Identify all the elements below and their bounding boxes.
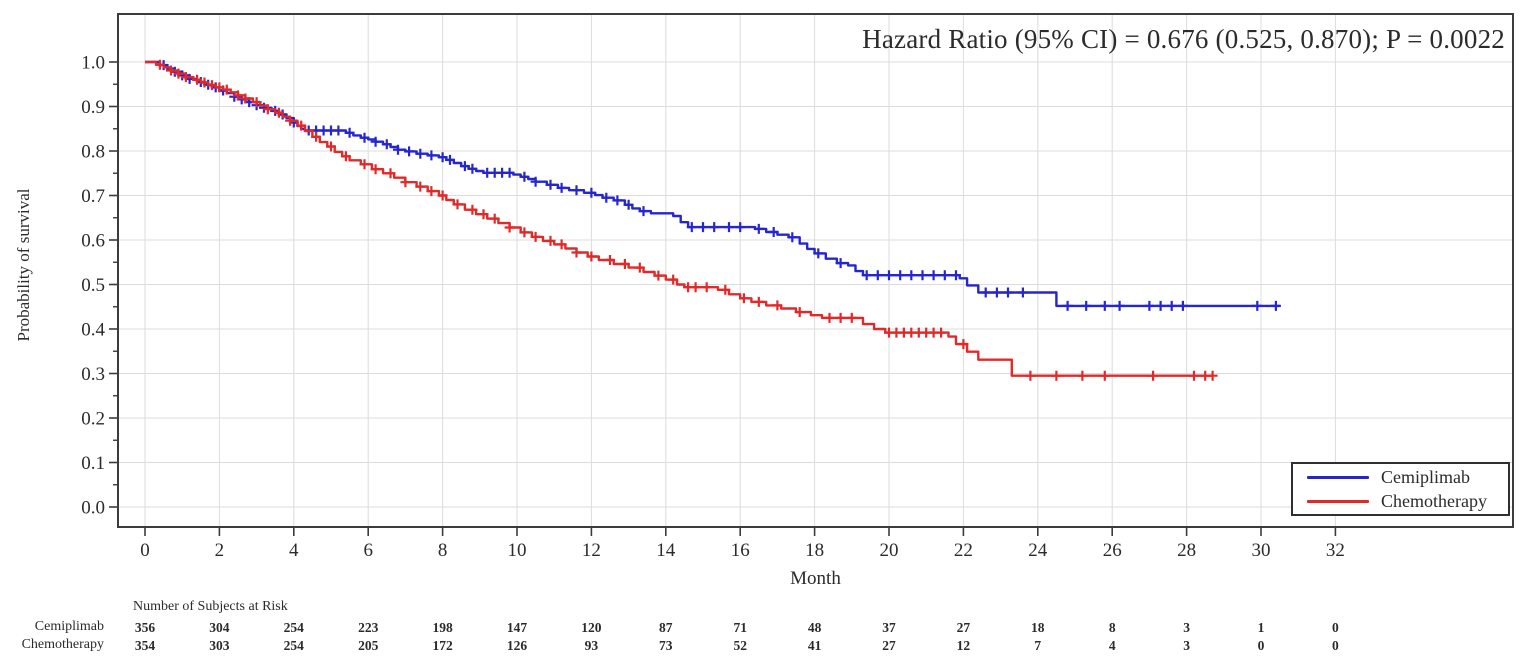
svg-text:12: 12 (582, 540, 601, 561)
svg-text:223: 223 (358, 620, 379, 635)
svg-text:0.4: 0.4 (81, 320, 105, 341)
svg-text:0: 0 (140, 540, 150, 561)
svg-text:12: 12 (957, 638, 971, 653)
svg-text:6: 6 (363, 540, 373, 561)
svg-text:10: 10 (508, 540, 527, 561)
svg-text:4: 4 (1109, 638, 1116, 653)
curve-chemotherapy (145, 59, 1218, 381)
svg-text:3: 3 (1183, 638, 1190, 653)
svg-text:0.5: 0.5 (81, 275, 105, 296)
svg-text:254: 254 (284, 620, 305, 635)
svg-text:93: 93 (585, 638, 599, 653)
x-axis: 0 2 4 6 8 10 12 14 16 18 20 22 24 26 28 30 32 (140, 527, 1345, 561)
legend-item-cemiplimab: Cemiplimab (1293, 467, 1508, 487)
plot-frame (117, 13, 1514, 528)
svg-text:30: 30 (1252, 540, 1271, 561)
risk-row-label-chemotherapy: Chemotherapy (21, 637, 104, 652)
hazard-ratio-annotation: Hazard Ratio (95% CI) = 0.676 (0.525, 0.… (862, 24, 1505, 54)
svg-text:356: 356 (135, 620, 156, 635)
x-axis-title: Month (790, 568, 841, 589)
gridlines (118, 14, 1513, 527)
svg-text:172: 172 (432, 638, 453, 653)
y-axis: 0.0 0.1 0.2 0.3 0.4 0.5 0.6 0.7 0.8 0.9 1.0 (81, 53, 118, 519)
svg-text:0.6: 0.6 (81, 231, 105, 252)
svg-text:303: 303 (209, 638, 230, 653)
svg-text:3: 3 (1183, 620, 1190, 635)
svg-text:71: 71 (733, 620, 747, 635)
legend: Cemiplimab Chemotherapy (1291, 462, 1510, 516)
svg-text:198: 198 (432, 620, 453, 635)
svg-text:0.9: 0.9 (81, 97, 105, 118)
svg-text:52: 52 (733, 638, 747, 653)
svg-text:126: 126 (507, 638, 528, 653)
svg-text:254: 254 (284, 638, 305, 653)
risk-row-chemotherapy: 354 303 254 205 172 126 93 73 52 41 27 12 7 4 3 0 0 (135, 638, 1339, 653)
chemotherapy-line-swatch (1307, 499, 1369, 503)
svg-text:1.0: 1.0 (81, 53, 105, 74)
svg-text:120: 120 (581, 620, 602, 635)
svg-text:0.8: 0.8 (81, 142, 105, 163)
svg-text:28: 28 (1177, 540, 1196, 561)
risk-table-values: 356 304 254 223 198 147 120 87 71 48 37 27 18 8 3 1 0354… (135, 620, 1339, 653)
svg-text:0.3: 0.3 (81, 364, 105, 385)
svg-text:22: 22 (954, 540, 973, 561)
svg-text:20: 20 (880, 540, 899, 561)
svg-text:0: 0 (1332, 638, 1339, 653)
svg-text:2: 2 (215, 540, 225, 561)
censor-marks-chemotherapy (154, 59, 1218, 381)
svg-text:0.2: 0.2 (81, 409, 105, 430)
svg-text:205: 205 (358, 638, 379, 653)
svg-text:0.0: 0.0 (81, 498, 105, 519)
svg-text:0.7: 0.7 (81, 186, 105, 207)
svg-text:73: 73 (659, 638, 673, 653)
svg-text:16: 16 (731, 540, 750, 561)
svg-text:0: 0 (1258, 638, 1265, 653)
risk-table-header: Number of Subjects at Risk (133, 599, 288, 614)
svg-text:87: 87 (659, 620, 673, 635)
svg-text:4: 4 (289, 540, 299, 561)
legend-label-chemotherapy: Chemotherapy (1381, 491, 1487, 511)
svg-text:7: 7 (1034, 638, 1041, 653)
svg-text:14: 14 (656, 540, 676, 561)
svg-text:1: 1 (1258, 620, 1265, 635)
svg-text:147: 147 (507, 620, 528, 635)
risk-row-cemiplimab: 356 304 254 223 198 147 120 87 71 48 37 27 18 8 3 1 0 (135, 620, 1339, 635)
svg-text:8: 8 (438, 540, 448, 561)
cemiplimab-line-swatch (1307, 475, 1369, 479)
svg-text:354: 354 (135, 638, 156, 653)
svg-text:37: 37 (882, 620, 896, 635)
y-axis-title: Probability of survival (14, 188, 33, 342)
svg-text:18: 18 (1031, 620, 1045, 635)
legend-label-cemiplimab: Cemiplimab (1381, 467, 1470, 487)
svg-text:27: 27 (882, 638, 896, 653)
svg-text:48: 48 (808, 620, 822, 635)
svg-text:27: 27 (957, 620, 971, 635)
svg-text:32: 32 (1326, 540, 1345, 561)
legend-item-chemotherapy: Chemotherapy (1293, 491, 1508, 511)
svg-text:24: 24 (1028, 540, 1048, 561)
svg-text:8: 8 (1109, 620, 1116, 635)
svg-text:0: 0 (1332, 620, 1339, 635)
svg-text:304: 304 (209, 620, 230, 635)
risk-row-label-cemiplimab: Cemiplimab (34, 619, 104, 634)
svg-text:0.1: 0.1 (81, 453, 105, 474)
svg-text:26: 26 (1103, 540, 1122, 561)
svg-text:41: 41 (808, 638, 822, 653)
survival-curves (145, 59, 1281, 381)
svg-text:18: 18 (805, 540, 824, 561)
curve-cemiplimab (145, 60, 1281, 311)
